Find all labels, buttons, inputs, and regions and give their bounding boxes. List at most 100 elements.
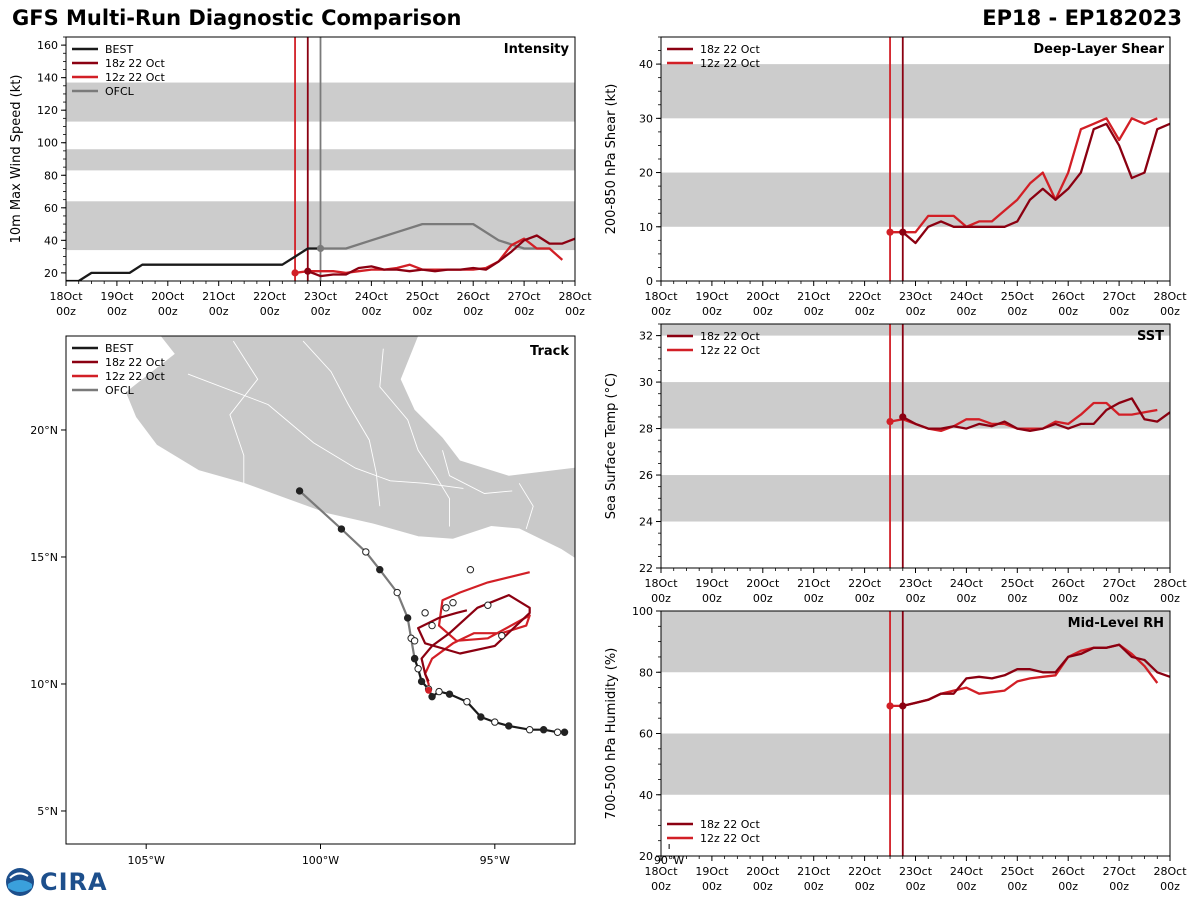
sst-panel-title: SST — [1137, 329, 1164, 344]
shear-xtick-date: 22Oct — [848, 290, 882, 303]
intensity-panel: 20 40 60 80 100 120 140 160 18Oct 00z 19Oct 00z 20Oc… — [9, 36, 592, 318]
intensity-ytick-label: 40 — [44, 234, 58, 247]
shear-xtick-date: 23Oct — [899, 290, 933, 303]
intensity-ytick-label: 80 — [44, 169, 58, 182]
state-border — [187, 373, 464, 489]
rh-ytick-label: 60 — [639, 728, 653, 741]
cira-logo-text: CIRA — [40, 868, 108, 896]
track-point-best — [435, 687, 443, 696]
intensity-xtick-date: 19Oct — [100, 290, 134, 303]
state-border — [229, 340, 259, 484]
sst-ylabel: Sea Surface Temp (°C) — [604, 373, 619, 520]
sst-init-marker-run12 — [886, 418, 894, 426]
intensity-legend-label-best: BEST — [105, 43, 133, 56]
rh-xtick-date: 28Oct — [1153, 865, 1187, 878]
intensity-xtick-hour: 00z — [565, 305, 585, 318]
shear-xtick-date: 28Oct — [1153, 290, 1187, 303]
sst-ytick-label: 26 — [639, 469, 653, 482]
sst-xtick-date: 26Oct — [1052, 577, 1086, 590]
shear-legend-label-run18: 18z 22 Oct — [700, 43, 760, 56]
rh-series-run18 — [902, 643, 1170, 708]
shear-xtick-date: 21Oct — [797, 290, 831, 303]
rh-threshold-band — [661, 733, 1170, 795]
shear-ytick-label: 0 — [646, 275, 653, 288]
intensity-init-marker-ofcl — [316, 244, 325, 253]
sst-xtick-date: 19Oct — [695, 577, 729, 590]
rh-xtick-hour: 00z — [855, 880, 875, 893]
intensity-xtick-date: 22Oct — [253, 290, 287, 303]
shear-panel-title: Deep-Layer Shear — [1033, 42, 1164, 57]
track-panel: 105°W 100°W 95°W 90°W 5°N 10°N 15°N 20°N Track BE… — [30, 335, 684, 867]
track-point-ofcl — [403, 614, 412, 622]
shear-ylabel: 200-850 hPa Shear (kt) — [604, 84, 619, 235]
state-border — [442, 450, 513, 494]
sst-series-run18 — [902, 397, 1170, 433]
track-point-best — [417, 677, 426, 686]
rh-init-marker-run12 — [886, 702, 894, 710]
rh-xtick-hour: 00z — [1160, 880, 1180, 893]
shear-series-run12 — [890, 117, 1158, 234]
shear-legend-label-run12: 12z 22 Oct — [700, 57, 760, 70]
intensity-xtick-hour: 00z — [362, 305, 382, 318]
storm-id-title: EP18 - EP182023 — [982, 6, 1182, 30]
shear-xtick-hour: 00z — [855, 305, 875, 318]
sst-xtick-hour: 00z — [957, 592, 977, 605]
shear-xtick-hour: 00z — [804, 305, 824, 318]
track-point-run — [449, 599, 457, 607]
sst-xtick-date: 24Oct — [950, 577, 984, 590]
sst-xtick-hour: 00z — [1058, 592, 1078, 605]
intensity-xtick-hour: 00z — [412, 305, 432, 318]
intensity-ytick-label: 160 — [37, 39, 58, 52]
track-point-run — [442, 604, 450, 612]
track-legend-label-best: BEST — [105, 342, 133, 355]
sst-xtick-date: 20Oct — [746, 577, 780, 590]
rh-ylabel: 700-500 hPa Humidity (%) — [604, 648, 619, 820]
page-title: GFS Multi-Run Diagnostic Comparison — [12, 6, 462, 30]
shear-xtick-date: 19Oct — [695, 290, 729, 303]
rh-xtick-hour: 00z — [1007, 880, 1027, 893]
track-point-best — [463, 698, 471, 706]
sst-threshold-band — [661, 324, 1170, 336]
intensity-xtick-hour: 00z — [514, 305, 534, 318]
track-ytick-label: 5°N — [37, 805, 58, 818]
shear-init-marker-run12 — [886, 228, 894, 236]
shear-xtick-date: 18Oct — [644, 290, 678, 303]
track-legend-label-ofcl: OFCL — [105, 384, 135, 397]
intensity-xtick-hour: 00z — [311, 305, 331, 318]
rh-ytick-label: 40 — [639, 789, 653, 802]
intensity-xtick-hour: 00z — [56, 305, 76, 318]
intensity-xtick-date: 18Oct — [49, 290, 83, 303]
track-series-run18 — [417, 593, 531, 682]
sst-ytick-label: 28 — [639, 423, 653, 436]
shear-xtick-hour: 00z — [1058, 305, 1078, 318]
rh-legend-label-run18: 18z 22 Oct — [700, 818, 760, 831]
gulf-of-mexico — [400, 336, 575, 476]
shear-xtick-hour: 00z — [906, 305, 926, 318]
intensity-xtick-hour: 00z — [463, 305, 483, 318]
track-ytick-label: 20°N — [30, 424, 58, 437]
state-border — [379, 348, 450, 527]
intensity-xtick-date: 23Oct — [304, 290, 338, 303]
track-point-best — [491, 718, 499, 726]
intensity-xtick-date: 26Oct — [457, 290, 491, 303]
track-point-run — [410, 637, 419, 645]
intensity-legend-label-run12: 12z 22 Oct — [105, 71, 165, 84]
intensity-xtick-hour: 00z — [209, 305, 229, 318]
sst-ytick-label: 24 — [639, 516, 653, 529]
track-point-best — [410, 654, 419, 663]
track-init-marker — [425, 686, 432, 694]
intensity-series-run18 — [307, 234, 575, 278]
track-frame — [65, 335, 576, 845]
sst-ytick-label: 30 — [639, 376, 653, 389]
track-ytick-label: 15°N — [30, 551, 58, 564]
intensity-ylabel: 10m Max Wind Speed (kt) — [9, 75, 24, 244]
track-xtick-label: 105°W — [127, 854, 164, 867]
intensity-init-marker-run12 — [291, 269, 299, 277]
intensity-xtick-hour: 00z — [107, 305, 127, 318]
sst-init-marker-run18 — [899, 413, 907, 421]
sst-xtick-hour: 00z — [702, 592, 722, 605]
intensity-ytick-label: 120 — [37, 104, 58, 117]
shear-xtick-hour: 00z — [1007, 305, 1027, 318]
sst-threshold-band — [661, 475, 1170, 522]
track-point-best — [553, 728, 562, 736]
